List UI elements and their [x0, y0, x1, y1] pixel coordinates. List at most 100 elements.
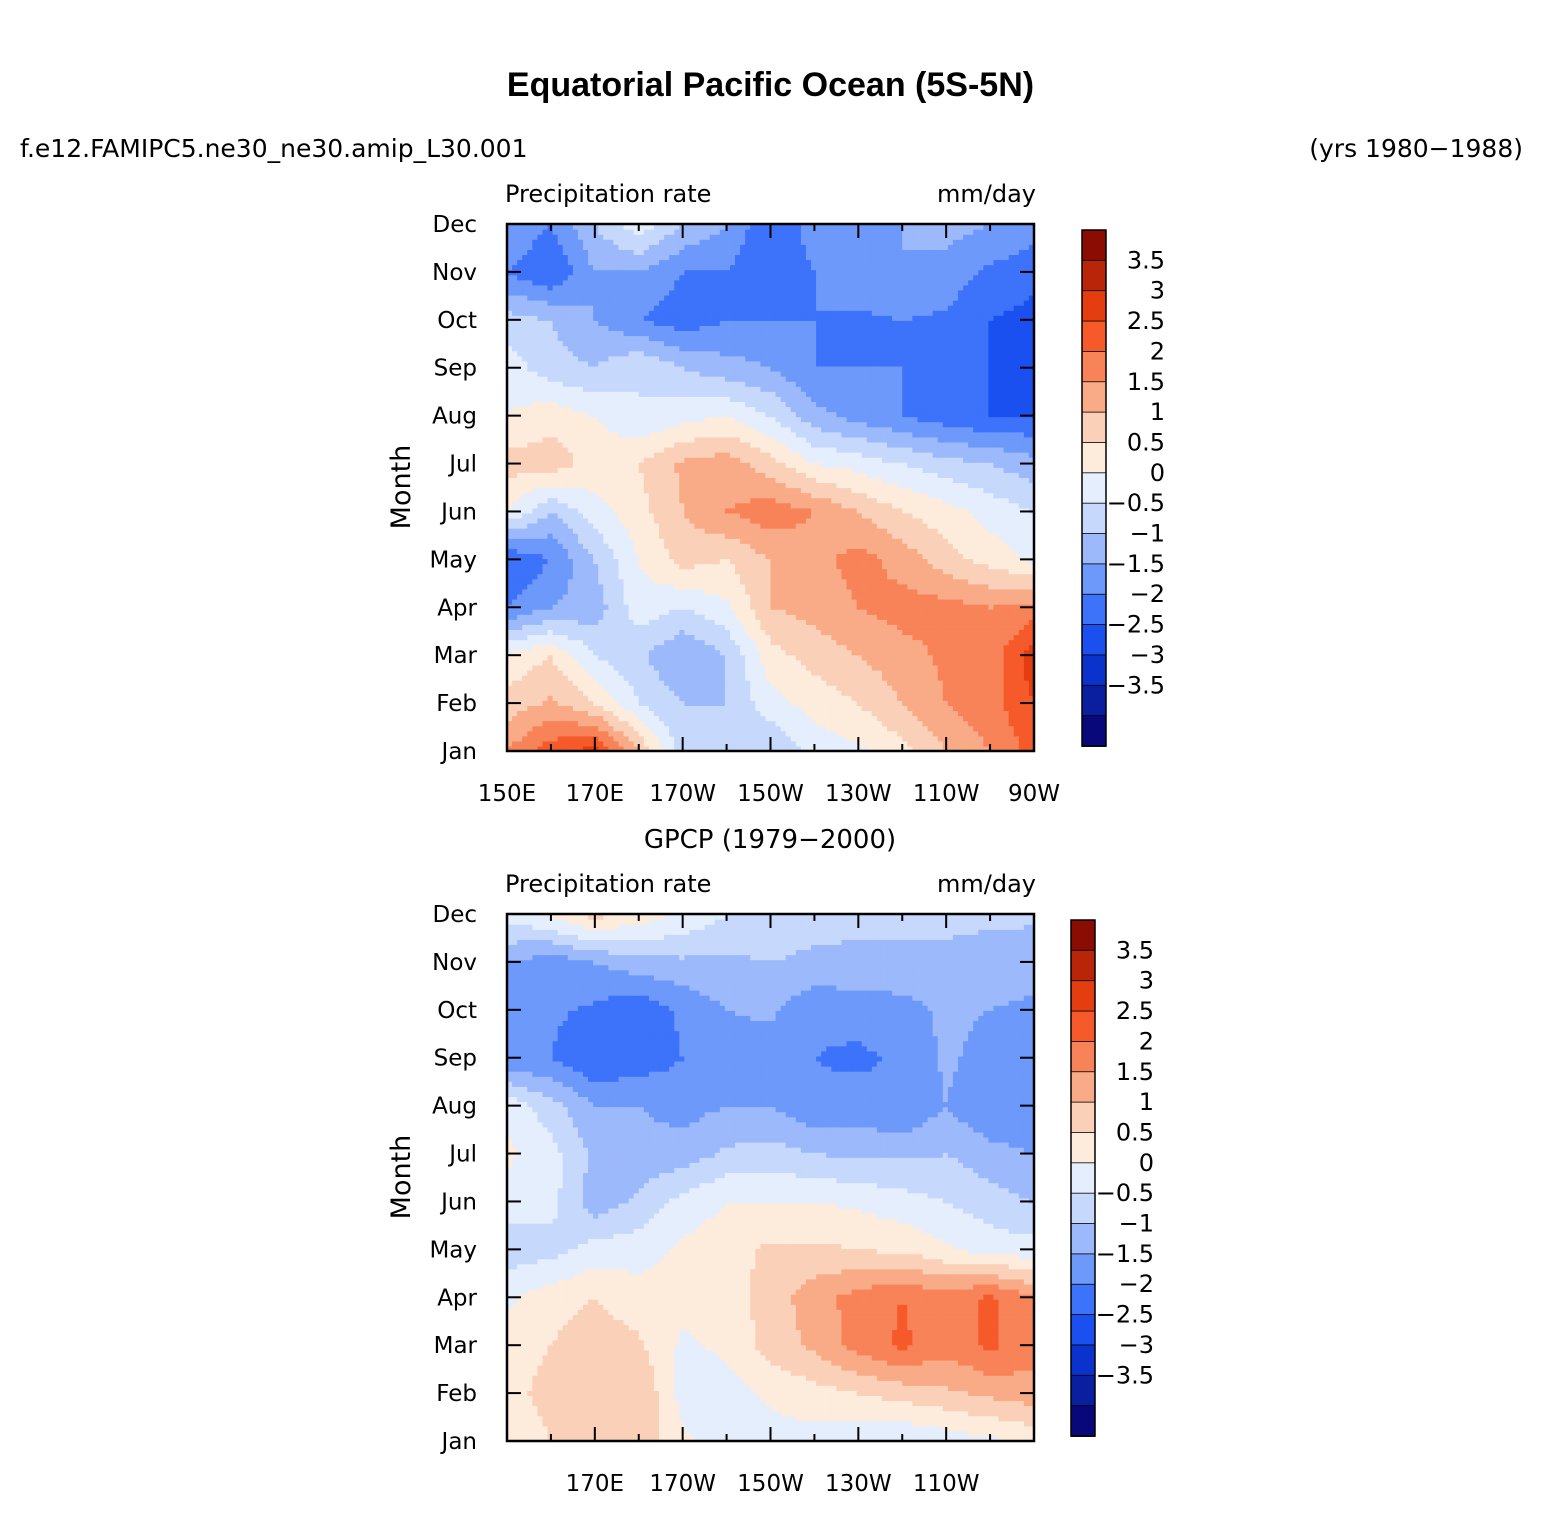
field-cell — [902, 669, 908, 676]
field-cell — [770, 659, 777, 666]
field-cell — [785, 690, 792, 696]
field-cell — [821, 578, 827, 585]
field-cell — [623, 573, 630, 580]
field-cell — [674, 680, 680, 686]
field-cell — [927, 725, 934, 732]
field-cell — [567, 680, 574, 686]
field-cell — [659, 593, 665, 600]
field-cell — [952, 690, 959, 696]
field-cell — [902, 573, 908, 580]
field-cell — [912, 528, 919, 534]
field-cell — [821, 619, 827, 625]
field-cell — [598, 680, 604, 686]
field-cell — [998, 593, 1005, 600]
field-cell — [983, 730, 989, 737]
field-cell — [912, 553, 919, 560]
field-cell — [745, 735, 751, 742]
field-cell — [1003, 598, 1010, 605]
field-cell — [988, 634, 995, 641]
field-cell — [608, 558, 615, 565]
field-cell — [876, 614, 883, 620]
field-cell — [618, 528, 625, 534]
field-cell — [937, 730, 944, 737]
field-cell — [963, 629, 969, 636]
field-cell — [892, 553, 898, 560]
field-cell — [1028, 705, 1034, 712]
field-cell — [542, 725, 549, 732]
field-cell — [750, 568, 756, 575]
field-cell — [963, 583, 969, 590]
field-cell — [1028, 664, 1034, 671]
field-cell — [1013, 634, 1020, 641]
field-cell — [957, 548, 964, 554]
field-cell — [588, 528, 594, 534]
field-cell — [907, 700, 913, 706]
field-cell — [598, 522, 604, 529]
field-cell — [957, 735, 964, 742]
field-cell — [811, 735, 817, 742]
field-cell — [522, 740, 528, 747]
field-cell — [512, 720, 518, 727]
field-cell — [745, 553, 751, 560]
field-cell — [760, 588, 767, 595]
field-cell — [522, 695, 528, 701]
field-cell — [593, 700, 599, 706]
field-cell — [623, 649, 630, 656]
field-cell — [836, 528, 843, 534]
field-cell — [593, 674, 599, 681]
field-cell — [547, 517, 554, 524]
field-cell — [983, 573, 989, 580]
field-cell — [866, 588, 873, 595]
field-cell — [694, 654, 701, 661]
field-cell — [775, 705, 782, 712]
field-cell — [871, 735, 878, 742]
field-cell — [947, 680, 954, 686]
field-cell — [623, 507, 630, 514]
field-cell — [633, 548, 640, 554]
field-cell — [957, 558, 964, 565]
field-cell — [998, 644, 1005, 651]
field-cell — [892, 705, 898, 712]
field-cell — [679, 578, 685, 585]
field-cell — [684, 598, 691, 605]
field-cell — [704, 745, 711, 751]
field-cell — [633, 705, 640, 712]
field-cell — [583, 654, 589, 661]
field-cell — [507, 685, 513, 691]
field-cell — [704, 512, 711, 519]
field-cell — [775, 690, 782, 696]
field-cell — [694, 664, 701, 671]
field-cell — [861, 700, 868, 706]
field-cell — [957, 624, 964, 630]
field-cell — [790, 639, 797, 646]
field-cell — [547, 553, 554, 560]
field-cell — [876, 639, 883, 646]
field-cell — [952, 644, 959, 651]
field-cell — [623, 730, 630, 737]
field-cell — [927, 700, 934, 706]
field-cell — [552, 583, 559, 590]
field-cell — [887, 522, 893, 529]
field-cell — [887, 568, 893, 575]
field-cell — [826, 553, 832, 560]
field-cell — [719, 568, 726, 575]
field-cell — [755, 619, 761, 625]
field-cell — [805, 543, 812, 549]
field-cell — [613, 558, 620, 565]
field-cell — [598, 598, 604, 605]
field-cell — [821, 563, 827, 570]
field-cell — [775, 533, 782, 539]
field-cell — [917, 593, 924, 600]
field-cell — [735, 634, 741, 641]
field-cell — [780, 720, 787, 727]
field-cell — [811, 644, 817, 651]
field-cell — [846, 745, 853, 751]
field-cell — [861, 614, 868, 620]
field-cell — [902, 644, 908, 651]
field-cell — [907, 685, 913, 691]
field-cell — [998, 715, 1005, 722]
field-cell — [978, 680, 984, 686]
field-cell — [790, 533, 797, 539]
field-cell — [562, 659, 569, 666]
field-cell — [770, 588, 777, 595]
